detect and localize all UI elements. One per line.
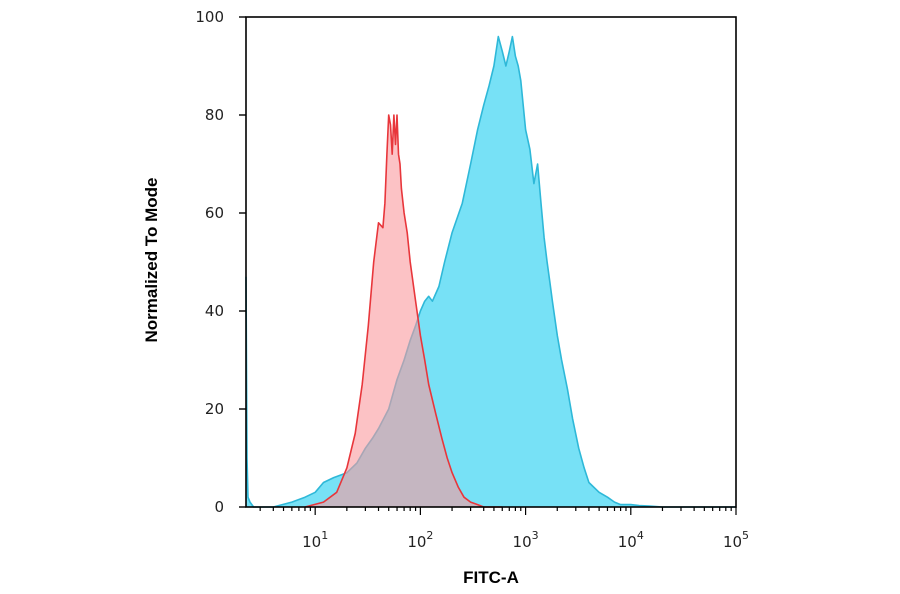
series-0-area xyxy=(305,115,503,507)
series-1-line xyxy=(245,35,736,508)
y-tick-label: 80 xyxy=(205,106,224,124)
x-tick-label: 104 xyxy=(618,529,644,551)
y-axis-title: Normalized To Mode xyxy=(142,178,161,343)
series-0-line xyxy=(304,114,503,508)
y-tick-label: 0 xyxy=(214,498,224,516)
x-tick-label: 101 xyxy=(302,529,328,551)
y-tick-label: 100 xyxy=(195,8,224,26)
plot-frame xyxy=(245,16,737,508)
series-1-area xyxy=(246,36,736,507)
ticks-layer: 0 20 40 60 80 100 101 102 103 104 105 xyxy=(195,8,749,551)
x-tick-label: 102 xyxy=(407,529,433,551)
y-tick-label: 20 xyxy=(205,400,224,418)
x-tick-label: 105 xyxy=(723,529,749,551)
x-tick-label: 103 xyxy=(513,529,539,551)
y-tick-label: 40 xyxy=(205,302,224,320)
series-layer xyxy=(245,35,736,508)
x-axis-title: FITC-A xyxy=(463,568,519,587)
y-tick-label: 60 xyxy=(205,204,224,222)
